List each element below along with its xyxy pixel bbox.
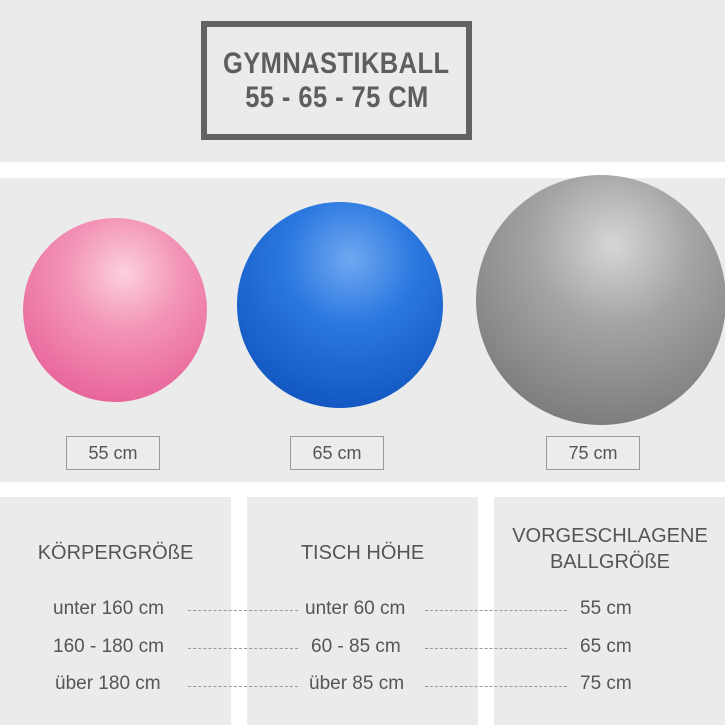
dashed-connector [425, 648, 567, 649]
cell-table-height: über 85 cm [309, 673, 405, 694]
dashed-connector [188, 686, 298, 687]
dashed-connector [425, 686, 567, 687]
dashed-connector [425, 610, 567, 611]
title-line-1: GYMNASTIKBALL [223, 46, 450, 80]
cell-ball-size: 75 cm [580, 673, 632, 694]
cell-body-height: über 180 cm [55, 673, 161, 694]
dashed-connector [188, 610, 298, 611]
header-body-height: KÖRPERGRÖßE [37, 542, 194, 564]
dashed-connector [188, 648, 298, 649]
cell-ball-size: 55 cm [580, 598, 632, 619]
header-ball-size: VORGESCHLAGENE BALLGRÖßE [512, 525, 708, 573]
column-table-height [247, 497, 478, 725]
cell-ball-size: 65 cm [580, 636, 632, 657]
gray-ball-image [476, 175, 725, 425]
cell-table-height: 60 - 85 cm [311, 636, 401, 657]
size-label-55: 55 cm [66, 436, 160, 470]
column-body-height [0, 497, 231, 725]
size-label-65: 65 cm [290, 436, 384, 470]
size-label-75: 75 cm [546, 436, 640, 470]
cell-table-height: unter 60 cm [305, 598, 406, 619]
cell-body-height: unter 160 cm [53, 598, 164, 619]
blue-ball-image [237, 202, 443, 408]
cell-body-height: 160 - 180 cm [53, 636, 164, 657]
title-box: GYMNASTIKBALL 55 - 65 - 75 CM [201, 21, 472, 140]
column-ball-size [494, 497, 725, 725]
header-table-height: TISCH HÖHE [300, 542, 425, 564]
title-line-2: 55 - 65 - 75 CM [244, 80, 429, 114]
pink-ball-image [23, 218, 207, 402]
